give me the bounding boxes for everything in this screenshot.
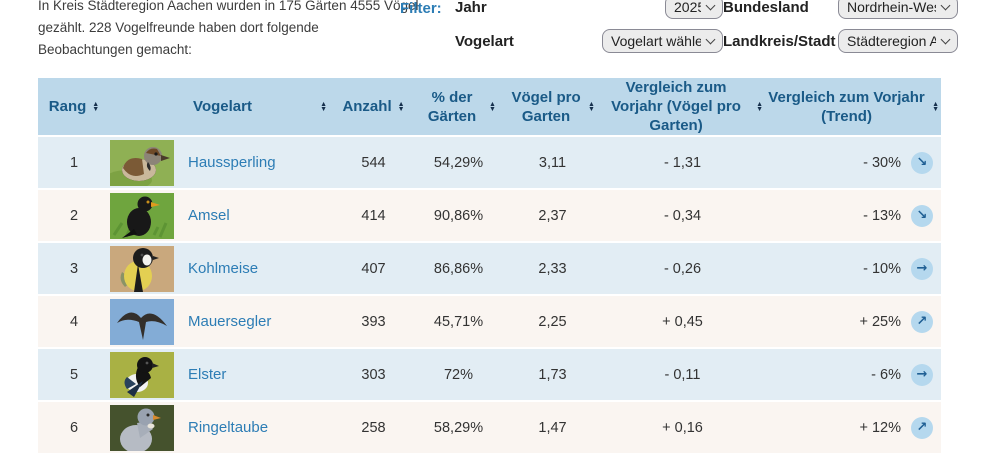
per-garden-cell: 1,47 — [505, 401, 600, 455]
pct-cell: 72% — [412, 348, 505, 402]
header-rang[interactable]: Rang — [38, 78, 110, 137]
landkreis-select-value: Städteregion Aac — [847, 33, 936, 49]
sort-icon[interactable] — [398, 102, 405, 112]
pct-cell: 58,29% — [412, 401, 505, 455]
vogelart-select-value: Vogelart wählen — [611, 33, 701, 49]
per-garden-cell: 2,37 — [505, 189, 600, 243]
jahr-select-value: 2025 — [674, 0, 701, 15]
bird-link[interactable]: Haussperling — [188, 154, 276, 171]
amsel-photo — [110, 192, 174, 239]
vs-prev-cell: - 0,11 — [600, 348, 765, 402]
intro-line-1: In Kreis Städteregion Aachen wurden in 1… — [38, 0, 419, 13]
sort-icon[interactable] — [932, 102, 939, 112]
vs-prev-cell: + 0,16 — [600, 401, 765, 455]
pct-cell: 86,86% — [412, 242, 505, 296]
bundesland-label: Bundesland — [723, 0, 809, 16]
header-pct-gaerten[interactable]: % der Gärten — [412, 78, 505, 137]
trend-down-icon: ↘ — [911, 151, 933, 174]
chevron-down-icon — [940, 34, 951, 45]
rank-cell: 4 — [38, 295, 110, 349]
jahr-label: Jahr — [455, 0, 487, 16]
per-garden-cell: 2,25 — [505, 295, 600, 349]
landkreis-label: Landkreis/Stadt — [723, 32, 836, 50]
pct-cell: 90,86% — [412, 189, 505, 243]
sort-icon[interactable] — [489, 102, 496, 112]
header-voegel-pro-garten[interactable]: Vögel pro Garten — [505, 78, 600, 137]
count-cell: 544 — [335, 136, 412, 190]
sort-icon[interactable] — [320, 102, 327, 112]
header-anzahl[interactable]: Anzahl — [335, 78, 412, 137]
vs-prev-cell: - 0,34 — [600, 189, 765, 243]
trend-value: - 10% — [863, 260, 901, 277]
trend-value: - 30% — [863, 154, 901, 171]
count-cell: 303 — [335, 348, 412, 402]
jahr-select[interactable]: 2025 — [665, 0, 723, 19]
trend-value: + 12% — [859, 419, 901, 436]
vs-prev-cell: - 1,31 — [600, 136, 765, 190]
table-row: 5 Elster 303 72% — [38, 348, 941, 402]
intro-line-2: gezählt. 228 Vogelfreunde haben dort fol… — [38, 20, 319, 35]
rank-cell: 5 — [38, 348, 110, 402]
trend-flat-icon: → — [911, 363, 933, 386]
count-cell: 258 — [335, 401, 412, 455]
vs-prev-cell: + 0,45 — [600, 295, 765, 349]
pct-cell: 45,71% — [412, 295, 505, 349]
mauersegler-photo — [110, 298, 174, 345]
haussperling-photo — [110, 139, 174, 186]
vogelart-label: Vogelart — [455, 32, 514, 50]
sort-icon[interactable] — [588, 102, 595, 112]
table-row: 3 Kohlmeise 407 86,8 — [38, 242, 941, 296]
bird-link[interactable]: Amsel — [188, 207, 230, 224]
trend-up-icon: ↗ — [911, 416, 933, 439]
bundesland-select-value: Nordrhein-Westf — [847, 0, 936, 15]
kohlmeise-photo — [110, 245, 174, 292]
table-row: 6 Ringeltaube 258 58,29% 1, — [38, 401, 941, 455]
rank-cell: 2 — [38, 189, 110, 243]
bird-results-table: Rang Vogelart Anzahl % der Gärten Vögel … — [38, 78, 941, 455]
table-row: 2 Amsel 414 90,86% 2,37 — [38, 189, 941, 243]
rank-cell: 1 — [38, 136, 110, 190]
bird-link[interactable]: Kohlmeise — [188, 260, 259, 277]
trend-value: - 6% — [871, 366, 901, 383]
landkreis-select[interactable]: Städteregion Aac — [838, 29, 958, 53]
sort-icon[interactable] — [756, 102, 763, 112]
header-vergleich-trend[interactable]: Vergleich zum Vorjahr (Trend) — [765, 78, 941, 137]
chevron-down-icon — [940, 0, 951, 11]
per-garden-cell: 2,33 — [505, 242, 600, 296]
elster-photo — [110, 351, 174, 398]
ringeltaube-photo — [110, 404, 174, 451]
header-vergleich-vpg[interactable]: Vergleich zum Vorjahr (Vögel pro Garten) — [600, 78, 765, 137]
bird-link[interactable]: Ringeltaube — [188, 419, 269, 436]
per-garden-cell: 1,73 — [505, 348, 600, 402]
rank-cell: 6 — [38, 401, 110, 455]
chevron-down-icon — [705, 34, 716, 45]
bundesland-select[interactable]: Nordrhein-Westf — [838, 0, 958, 19]
header-vogelart[interactable]: Vogelart — [110, 78, 335, 137]
count-cell: 393 — [335, 295, 412, 349]
trend-value: - 13% — [863, 207, 901, 224]
intro-text: In Kreis Städteregion Aachen wurden in 1… — [38, 0, 419, 61]
bird-link[interactable]: Elster — [188, 366, 227, 383]
trend-down-icon: ↘ — [911, 204, 933, 227]
rank-cell: 3 — [38, 242, 110, 296]
filter-title: Filter: — [400, 0, 442, 17]
count-cell: 414 — [335, 189, 412, 243]
trend-value: + 25% — [859, 313, 901, 330]
table-row: 1 Haussperling 544 5 — [38, 136, 941, 190]
bird-link[interactable]: Mauersegler — [188, 313, 272, 330]
chevron-down-icon — [705, 0, 716, 11]
sort-icon[interactable] — [92, 102, 99, 112]
vogelart-select[interactable]: Vogelart wählen — [602, 29, 723, 53]
trend-flat-icon: → — [911, 257, 933, 280]
count-cell: 407 — [335, 242, 412, 296]
table-row: 4 Mauersegler 393 45,71% 2,25 + 0,45 + 2… — [38, 295, 941, 349]
intro-line-3: Beobachtungen gemacht: — [38, 42, 192, 57]
vs-prev-cell: - 0,26 — [600, 242, 765, 296]
trend-up-icon: ↗ — [911, 310, 933, 333]
filter-panel: Filter: Jahr 2025 Bundesland Nordrhein-W… — [400, 0, 958, 54]
table-header-row: Rang Vogelart Anzahl % der Gärten Vögel … — [38, 78, 941, 137]
per-garden-cell: 3,11 — [505, 136, 600, 190]
pct-cell: 54,29% — [412, 136, 505, 190]
